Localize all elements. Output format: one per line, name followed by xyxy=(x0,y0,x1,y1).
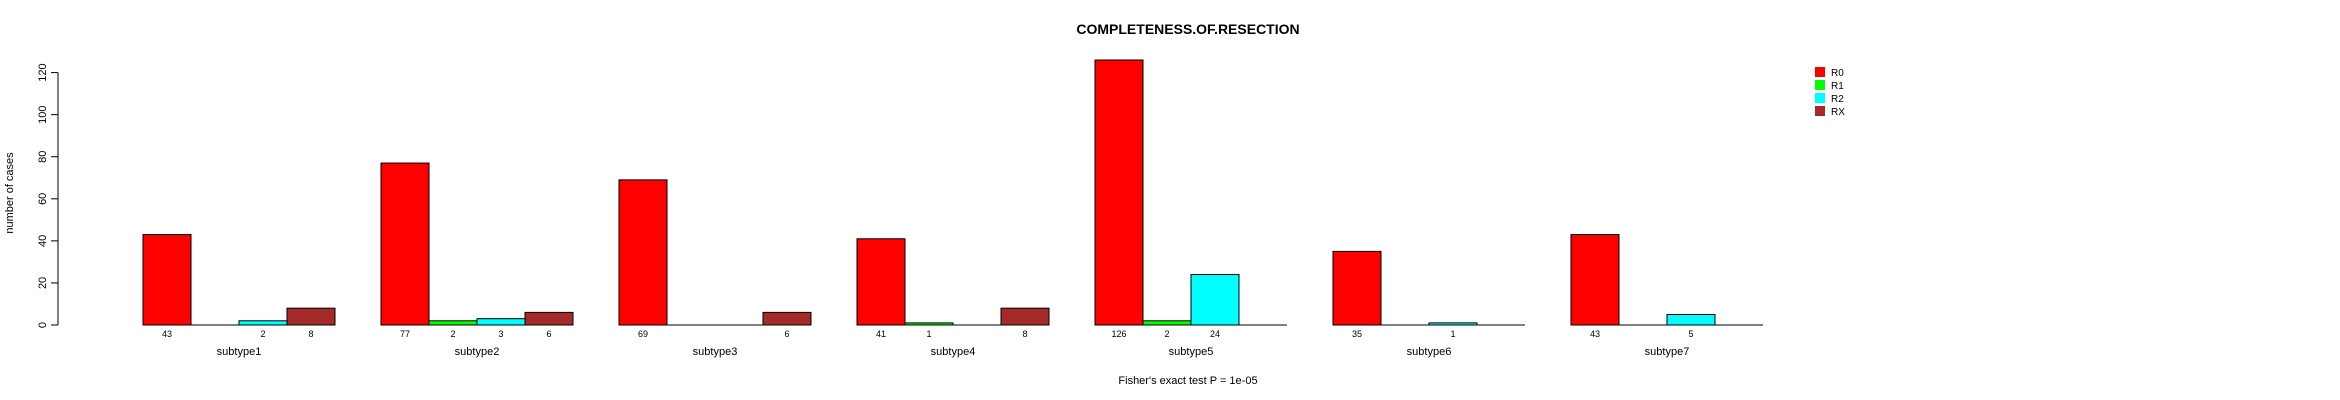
group-labels: subtype1 subtype2 subtype3 subtype4 subtype5… xyxy=(217,346,1690,358)
bar-subtype3-RX xyxy=(762,311,812,326)
bar-subtype4-RX xyxy=(1000,307,1050,326)
bar-subtype7-R2 xyxy=(1666,313,1716,326)
group-label-subtype4: subtype4 xyxy=(931,346,976,358)
count-label-subtype4-RX: 8 xyxy=(1022,329,1027,339)
y-tick-label: 0 xyxy=(37,322,49,328)
bar-subtype6-R0 xyxy=(1332,250,1382,326)
legend: R0 R1 R2 RX xyxy=(1815,67,1845,118)
legend-label-RX: RX xyxy=(1831,107,1845,118)
legend-label-R2: R2 xyxy=(1831,94,1844,105)
bar-subtype1-RX xyxy=(286,307,336,326)
count-label-subtype5-R0: 126 xyxy=(1111,329,1126,339)
y-tick-label: 20 xyxy=(37,277,49,289)
bar-subtype2-R2 xyxy=(476,318,526,326)
count-label-subtype1-RX: 8 xyxy=(308,329,313,339)
bar-subtype2-R0 xyxy=(380,162,430,326)
count-label-subtype5-R1: 2 xyxy=(1164,329,1169,339)
legend-swatch-R1 xyxy=(1815,80,1825,90)
count-label-subtype2-R1: 2 xyxy=(450,329,455,339)
group-label-subtype3: subtype3 xyxy=(693,346,738,358)
count-label-subtype3-R0: 69 xyxy=(638,329,648,339)
count-label-subtype2-R2: 3 xyxy=(498,329,503,339)
group-label-subtype2: subtype2 xyxy=(455,346,500,358)
count-label-subtype3-RX: 6 xyxy=(784,329,789,339)
legend-label-R0: R0 xyxy=(1831,68,1844,79)
legend-swatch-R2 xyxy=(1815,93,1825,103)
fisher-test-footnote: Fisher's exact test P = 1e-05 xyxy=(1118,375,1257,387)
y-axis: 0 20 40 60 80 100 120 xyxy=(37,63,59,328)
bar-subtype1-R2 xyxy=(238,320,288,326)
count-label-subtype1-R0: 43 xyxy=(162,329,172,339)
bar-subtype7-R0 xyxy=(1570,234,1620,326)
bar-subtype1-R0 xyxy=(142,234,192,326)
bars xyxy=(142,59,1716,326)
count-labels: 43 2 8 77 2 3 6 69 6 41 1 8 126 2 24 35 1 43 5 xyxy=(162,329,1694,339)
count-label-subtype4-R1: 1 xyxy=(926,329,931,339)
count-label-subtype5-R2: 24 xyxy=(1210,329,1220,339)
count-label-subtype2-R0: 77 xyxy=(400,329,410,339)
y-axis-label: number of cases xyxy=(4,152,16,234)
chart-title: COMPLETENESS.OF.RESECTION xyxy=(1076,21,1299,37)
y-tick-label: 60 xyxy=(37,193,49,205)
bar-subtype5-R1 xyxy=(1142,320,1192,326)
group-label-subtype1: subtype1 xyxy=(217,346,262,358)
legend-label-R1: R1 xyxy=(1831,81,1844,92)
bar-subtype3-R0 xyxy=(618,179,668,326)
y-tick-label: 80 xyxy=(37,151,49,163)
count-label-subtype4-R0: 41 xyxy=(876,329,886,339)
bar-subtype2-RX xyxy=(524,311,574,326)
group-label-subtype7: subtype7 xyxy=(1645,346,1690,358)
count-label-subtype7-R2: 5 xyxy=(1688,329,1693,339)
bar-subtype5-R2 xyxy=(1190,274,1240,326)
legend-swatch-RX xyxy=(1815,106,1825,116)
count-label-subtype6-R2: 1 xyxy=(1450,329,1455,339)
group-label-subtype6: subtype6 xyxy=(1407,346,1452,358)
legend-swatch-R0 xyxy=(1815,67,1825,77)
bar-subtype5-R0 xyxy=(1094,59,1144,326)
bar-subtype2-R1 xyxy=(428,320,478,326)
count-label-subtype6-R0: 35 xyxy=(1352,329,1362,339)
y-tick-label: 100 xyxy=(37,106,49,124)
count-label-subtype7-R0: 43 xyxy=(1590,329,1600,339)
count-label-subtype2-RX: 6 xyxy=(546,329,551,339)
y-tick-label: 120 xyxy=(37,63,49,81)
bar-subtype4-R0 xyxy=(856,238,906,326)
y-tick-label: 40 xyxy=(37,235,49,247)
group-label-subtype5: subtype5 xyxy=(1169,346,1214,358)
count-label-subtype1-R2: 2 xyxy=(260,329,265,339)
